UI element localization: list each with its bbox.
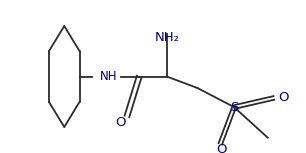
- Text: O: O: [217, 144, 227, 153]
- Text: S: S: [230, 101, 238, 114]
- Text: O: O: [116, 116, 126, 129]
- Text: O: O: [278, 91, 288, 104]
- Text: NH₂: NH₂: [154, 31, 179, 44]
- Text: NH: NH: [100, 70, 118, 83]
